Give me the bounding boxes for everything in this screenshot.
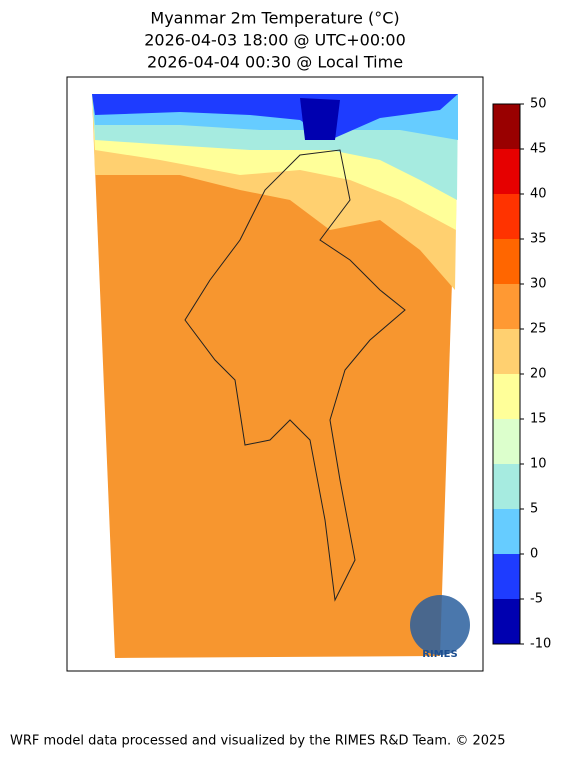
title-line: 2026-04-04 00:30 @ Local Time	[147, 53, 403, 72]
colorbar-segment	[493, 239, 520, 284]
colorbar-segment	[493, 464, 520, 509]
title-line: Myanmar 2m Temperature (°C)	[150, 9, 399, 28]
country-border	[184, 149, 406, 602]
colorbar-segment	[493, 509, 520, 554]
colorbar-segment	[493, 194, 520, 239]
colorbar-segment	[493, 554, 520, 599]
footer: WRF model data processed and visualized …	[10, 734, 506, 749]
logo-emblem	[410, 595, 470, 655]
colorbar-segment	[493, 599, 520, 644]
tick-label: 15	[530, 412, 547, 427]
colorbar-segment	[493, 104, 520, 149]
map: RIMES	[92, 94, 470, 660]
colorbar-segment	[493, 149, 520, 194]
tick-label: 45	[530, 142, 547, 157]
region-coldest	[300, 98, 340, 140]
tick-label: 0	[530, 547, 538, 562]
map-frame	[66, 76, 484, 672]
title-line: 2026-04-03 18:00 @ UTC+00:00	[144, 31, 406, 50]
tick-label: -5	[530, 592, 543, 607]
tick-label: 50	[530, 97, 547, 112]
tick-label: 20	[530, 367, 547, 382]
region-freezing	[92, 94, 458, 140]
logo-text: RIMES	[422, 649, 457, 660]
tick-label: 5	[530, 502, 538, 517]
domain	[92, 94, 458, 658]
tick-label: 30	[530, 277, 547, 292]
colorbar-segment	[493, 374, 520, 419]
tick-label: 25	[530, 322, 547, 337]
tick-label: 10	[530, 457, 547, 472]
tick-label: 35	[530, 232, 547, 247]
tick-label: -10	[530, 637, 551, 652]
tick-label: 40	[530, 187, 547, 202]
colorbar-segment	[493, 284, 520, 329]
colorbar-segment	[493, 419, 520, 464]
colorbar-segment	[493, 329, 520, 374]
colorbar: -10 -5 0 5 10 15 20 25 30 35 40 45 50	[492, 97, 551, 652]
